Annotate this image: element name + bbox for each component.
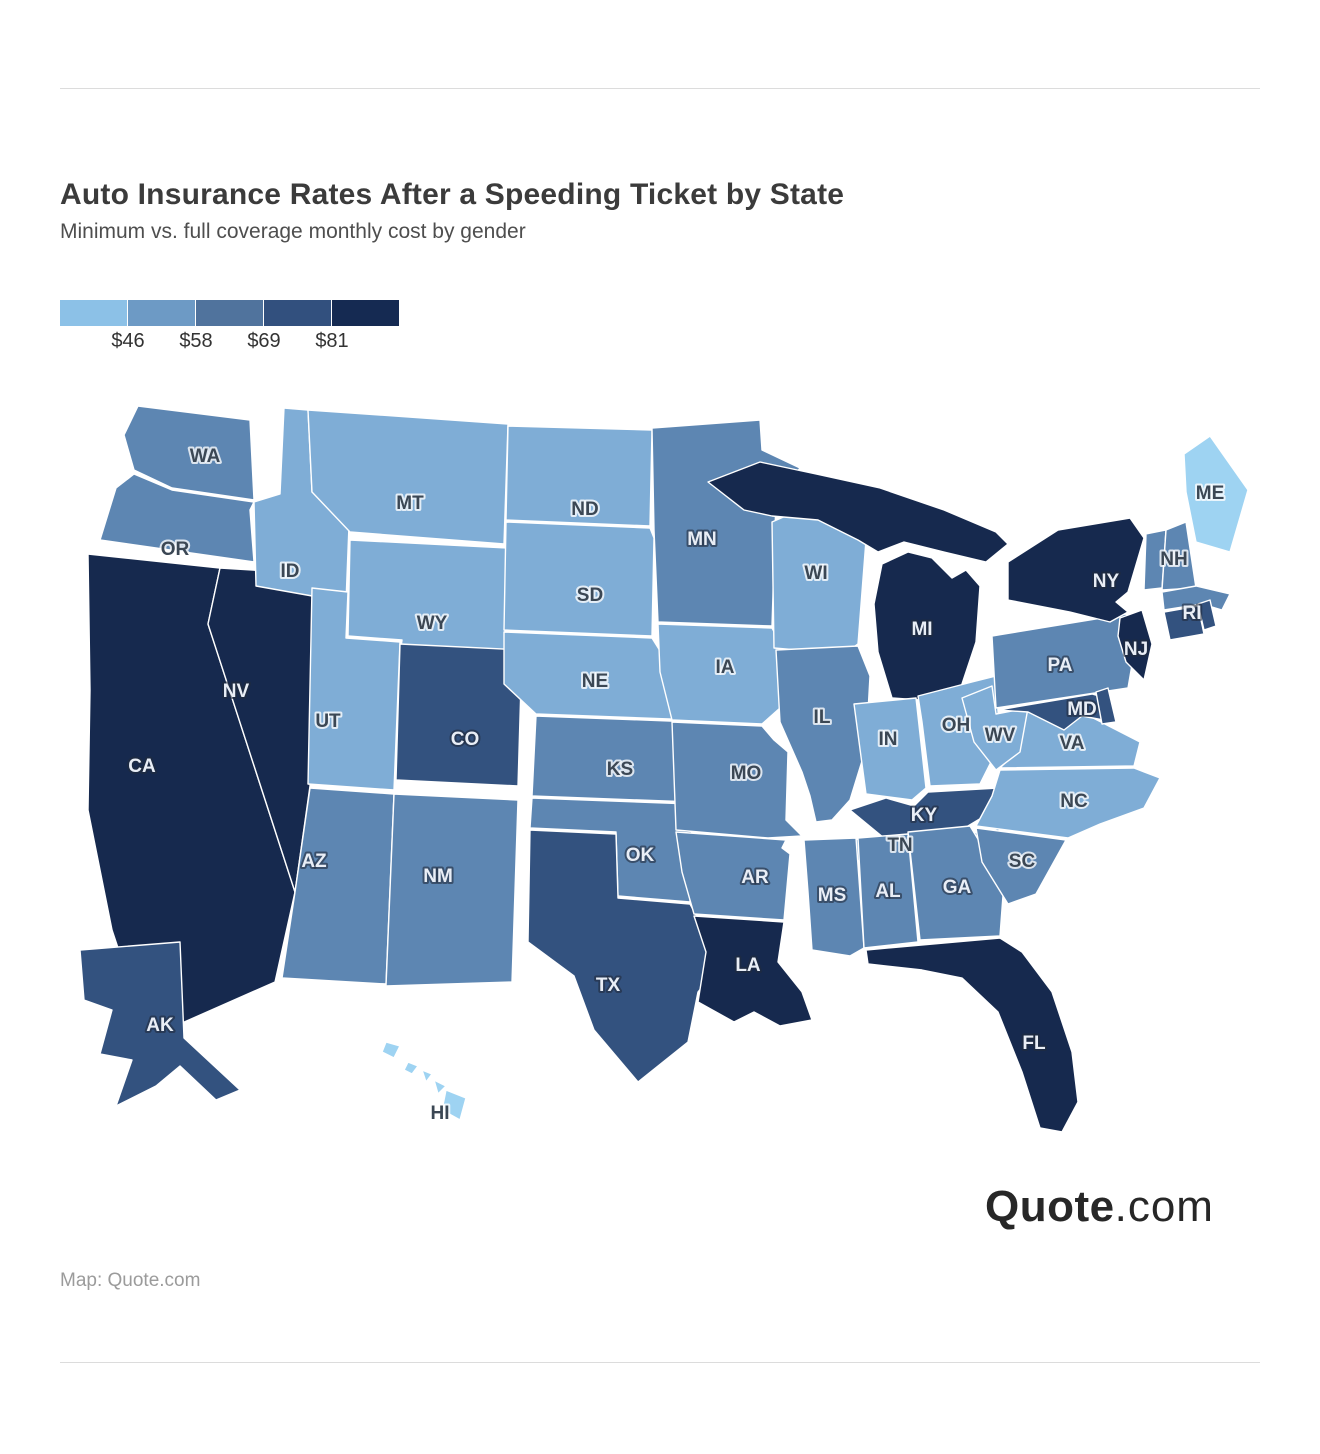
state-label-il: IL — [814, 707, 831, 728]
state-or[interactable] — [99, 473, 255, 563]
legend-ticks: $46 $58 $69 $81 — [60, 326, 400, 352]
state-hi[interactable] — [381, 1041, 467, 1121]
state-label-mi: MI — [911, 619, 932, 640]
state-mt[interactable] — [307, 409, 509, 545]
state-ri[interactable] — [1197, 599, 1217, 631]
state-label-ga: GA — [943, 877, 972, 898]
state-label-mt: MT — [396, 493, 424, 514]
state-label-or: OR — [161, 539, 190, 560]
state-ar[interactable] — [675, 831, 791, 921]
state-nj[interactable] — [1117, 609, 1153, 681]
state-label-ca: CA — [128, 756, 156, 777]
state-la[interactable] — [693, 915, 813, 1027]
state-nm[interactable] — [385, 793, 519, 987]
state-co[interactable] — [395, 643, 523, 787]
state-label-wa: WA — [190, 446, 221, 467]
state-label-ms: MS — [818, 885, 847, 906]
state-ut[interactable] — [307, 587, 401, 791]
legend-swatch-5 — [332, 300, 399, 326]
legend-swatches — [60, 300, 400, 326]
state-label-fl: FL — [1022, 1033, 1046, 1054]
state-label-nh: NH — [1160, 549, 1187, 570]
state-label-ri: RI — [1183, 603, 1202, 624]
legend-tick-4: $81 — [315, 330, 349, 352]
state-ak[interactable] — [79, 941, 241, 1107]
state-label-pa: PA — [1048, 655, 1073, 676]
state-label-ks: KS — [607, 759, 633, 780]
state-label-co: CO — [451, 729, 480, 750]
state-ct[interactable] — [1163, 605, 1205, 641]
state-label-nc: NC — [1060, 791, 1088, 812]
state-label-nd: ND — [571, 499, 598, 520]
page-subtitle: Minimum vs. full coverage monthly cost b… — [60, 220, 526, 243]
state-label-ak: AK — [146, 1015, 174, 1036]
state-az[interactable] — [281, 787, 395, 985]
logo-rest-text: .com — [1114, 1182, 1214, 1231]
state-al[interactable] — [857, 833, 919, 949]
state-label-al: AL — [875, 881, 901, 902]
state-label-sd: SD — [577, 585, 603, 606]
state-label-wi: WI — [804, 563, 827, 584]
state-label-nm: NM — [423, 866, 453, 887]
state-label-id: ID — [281, 561, 300, 582]
legend-tick-2: $58 — [179, 330, 213, 352]
state-label-nj: NJ — [1124, 639, 1148, 660]
state-ms[interactable] — [803, 837, 865, 957]
state-wa[interactable] — [123, 405, 255, 501]
state-il[interactable] — [775, 645, 871, 823]
state-mi[interactable] — [707, 461, 1009, 703]
state-label-md: MD — [1067, 699, 1097, 720]
state-label-mn: MN — [687, 529, 717, 550]
state-label-in: IN — [879, 729, 898, 750]
logo-bold-text: Quote — [985, 1182, 1115, 1231]
state-sd[interactable] — [503, 521, 655, 637]
state-label-tn: TN — [887, 835, 912, 856]
state-label-ky: KY — [911, 805, 938, 826]
top-divider — [60, 88, 1260, 89]
state-ma[interactable] — [1161, 585, 1231, 611]
legend-swatch-3 — [196, 300, 263, 326]
state-label-hi: HI — [431, 1103, 450, 1124]
state-label-ut: UT — [315, 711, 341, 732]
page-title: Auto Insurance Rates After a Speeding Ti… — [60, 178, 845, 212]
map-attribution: Map: Quote.com — [60, 1270, 201, 1291]
state-me[interactable] — [1183, 435, 1249, 553]
state-label-wv: WV — [985, 725, 1016, 746]
state-label-tx: TX — [596, 975, 621, 996]
state-label-sc: SC — [1009, 851, 1036, 872]
quote-com-logo: Quote.com — [985, 1182, 1214, 1232]
legend-swatch-2 — [128, 300, 195, 326]
state-wv[interactable] — [961, 685, 1029, 771]
state-label-mo: MO — [731, 763, 762, 784]
state-label-ne: NE — [582, 671, 608, 692]
state-label-va: VA — [1060, 733, 1085, 754]
bottom-divider — [60, 1362, 1260, 1363]
state-label-oh: OH — [942, 715, 971, 736]
state-label-nv: NV — [223, 681, 250, 702]
legend-swatch-4 — [264, 300, 331, 326]
state-nc[interactable] — [975, 767, 1161, 839]
state-mo[interactable] — [671, 721, 803, 839]
state-md[interactable] — [997, 693, 1115, 731]
state-label-ny: NY — [1093, 571, 1120, 592]
state-label-la: LA — [735, 955, 761, 976]
state-label-ia: IA — [716, 657, 735, 678]
state-nd[interactable] — [505, 425, 653, 527]
state-fl[interactable] — [865, 937, 1079, 1133]
state-in[interactable] — [853, 697, 927, 801]
state-label-ar: AR — [741, 867, 769, 888]
us-choropleth-map: WA OR CA NV ID MT WY UT CO AZ NM ND SD NE KS OK TX MN IA MO… — [79, 405, 1249, 1133]
color-legend: $46 $58 $69 $81 — [60, 300, 400, 360]
state-de[interactable] — [1095, 687, 1117, 725]
state-label-az: AZ — [301, 851, 327, 872]
state-label-me: ME — [1196, 483, 1225, 504]
state-label-wy: WY — [417, 613, 448, 634]
legend-swatch-1 — [60, 300, 127, 326]
state-ny[interactable] — [1007, 517, 1145, 623]
state-label-ok: OK — [626, 845, 655, 866]
state-sc[interactable] — [975, 827, 1067, 905]
legend-tick-1: $46 — [111, 330, 145, 352]
legend-tick-3: $69 — [247, 330, 281, 352]
